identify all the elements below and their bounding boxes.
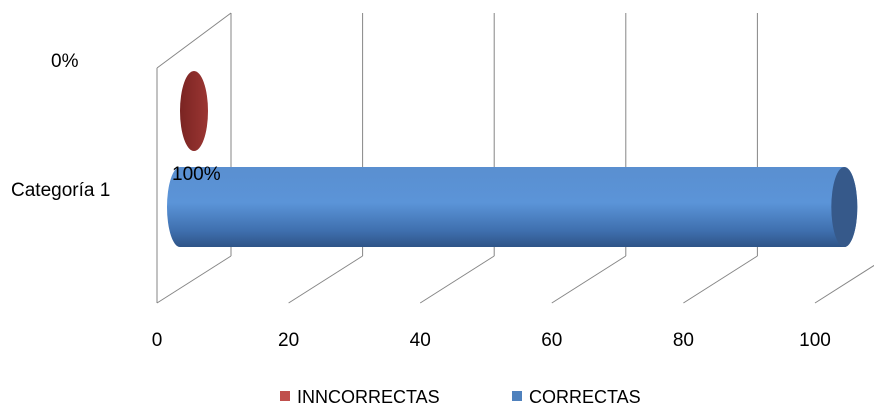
category-label: Categoría 1 (11, 180, 110, 201)
legend-label-inncorrectas: INNCORRECTAS (297, 387, 440, 407)
legend: INNCORRECTAS CORRECTAS (280, 387, 641, 407)
x-tick-label: 60 (541, 330, 562, 351)
data-label-correctas: 100% (172, 164, 221, 185)
x-tick-label: 0 (152, 330, 163, 351)
floor-gridline (288, 255, 363, 304)
floor-gridline (156, 255, 232, 304)
floor-gridline (683, 255, 758, 304)
legend-swatch-inncorrectas (280, 391, 290, 401)
x-tick-label: 40 (410, 330, 431, 351)
side-wall-top-edge (156, 12, 232, 69)
x-tick-label: 100 (799, 330, 831, 351)
x-tick-label: 80 (673, 330, 694, 351)
x-axis-tick-labels: 0 20 40 60 80 100 (152, 330, 831, 351)
bar-correctas-end-cap (831, 167, 858, 247)
legend-swatch-correctas (512, 391, 522, 401)
bar-inncorrectas (180, 71, 208, 151)
legend-label-correctas: CORRECTAS (529, 387, 641, 407)
bars (167, 71, 858, 247)
bar-correctas (167, 167, 858, 247)
floor-gridline (814, 264, 874, 304)
gridlines (156, 12, 874, 304)
data-label-inncorrectas: 0% (51, 51, 79, 72)
x-tick-label: 20 (278, 330, 299, 351)
floor-gridline (551, 255, 627, 304)
floor-gridline (419, 255, 495, 304)
